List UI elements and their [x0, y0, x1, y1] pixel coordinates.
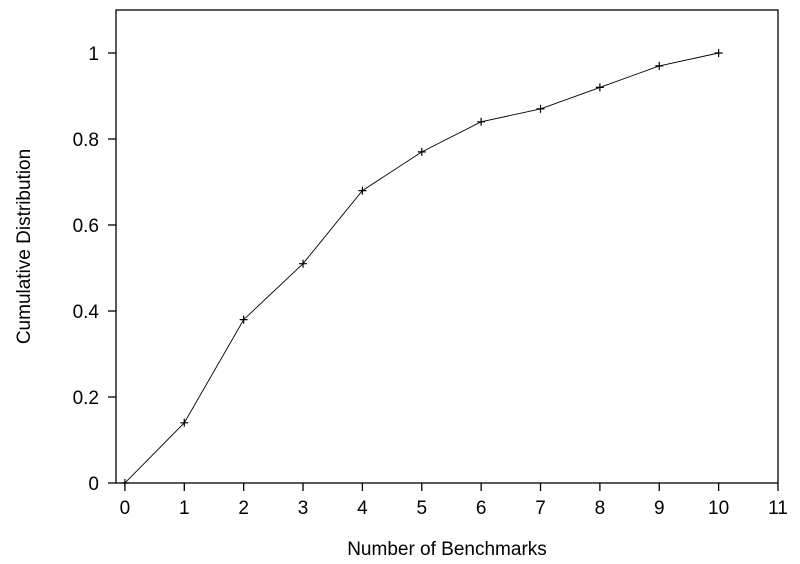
x-tick-label: 3: [298, 498, 309, 519]
x-tick-label: 10: [708, 498, 729, 519]
y-tick-label: 1: [88, 44, 99, 65]
x-tick-label: 0: [120, 498, 131, 519]
data-point-marker: [239, 315, 248, 324]
y-tick-label: 0.6: [73, 216, 99, 237]
data-point-marker: [655, 61, 664, 70]
data-point-marker: [595, 83, 604, 92]
x-tick-label: 2: [238, 498, 249, 519]
x-tick-label: 6: [476, 498, 487, 519]
x-tick-label: 8: [595, 498, 606, 519]
plot-area: 0 1 2 3 4 5 6 7 8 9 10 11 0 0.2 0.4 0.6 0.8 1: [73, 9, 788, 519]
y-axis-title: Cumulative Distribution: [14, 149, 35, 344]
data-point-marker: [417, 147, 426, 156]
x-tick-label: 11: [768, 498, 788, 519]
data-point-marker: [536, 104, 545, 113]
x-tick-label: 5: [416, 498, 427, 519]
x-tick-label: 1: [179, 498, 190, 519]
data-point-marker: [714, 49, 723, 57]
data-point-marker: [120, 479, 129, 487]
x-tick-label: 4: [357, 498, 368, 519]
data-point-marker: [358, 186, 367, 195]
y-tick-label: 0: [88, 474, 99, 495]
data-point-marker: [299, 259, 308, 268]
x-tick-label: 7: [535, 498, 546, 519]
y-tick-label: 0.4: [73, 302, 100, 323]
y-tick-label: 0.8: [73, 130, 99, 151]
y-tick-label: 0.2: [73, 388, 99, 409]
data-point-marker: [180, 418, 189, 427]
data-point-marker: [477, 117, 486, 126]
x-tick-label: 9: [654, 498, 665, 519]
plot-frame: [115, 9, 779, 484]
x-axis-title: Number of Benchmarks: [347, 539, 547, 560]
